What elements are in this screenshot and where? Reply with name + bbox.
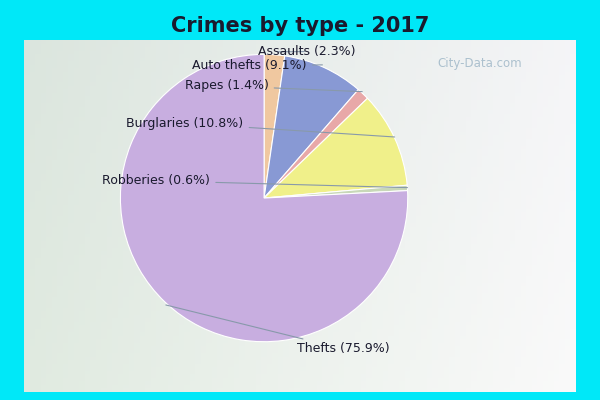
Wedge shape (264, 90, 367, 198)
Text: Crimes by type - 2017: Crimes by type - 2017 (171, 16, 429, 36)
Text: Assaults (2.3%): Assaults (2.3%) (259, 45, 356, 58)
Text: Thefts (75.9%): Thefts (75.9%) (166, 305, 389, 355)
Text: Auto thefts (9.1%): Auto thefts (9.1%) (193, 59, 322, 72)
Wedge shape (264, 185, 407, 198)
Text: Rapes (1.4%): Rapes (1.4%) (185, 80, 362, 92)
Wedge shape (264, 98, 407, 198)
Wedge shape (264, 54, 285, 198)
Wedge shape (264, 56, 358, 198)
Text: Robberies (0.6%): Robberies (0.6%) (103, 174, 407, 188)
Wedge shape (121, 54, 408, 342)
Text: City-Data.com: City-Data.com (437, 58, 523, 70)
Text: Burglaries (10.8%): Burglaries (10.8%) (127, 117, 395, 137)
